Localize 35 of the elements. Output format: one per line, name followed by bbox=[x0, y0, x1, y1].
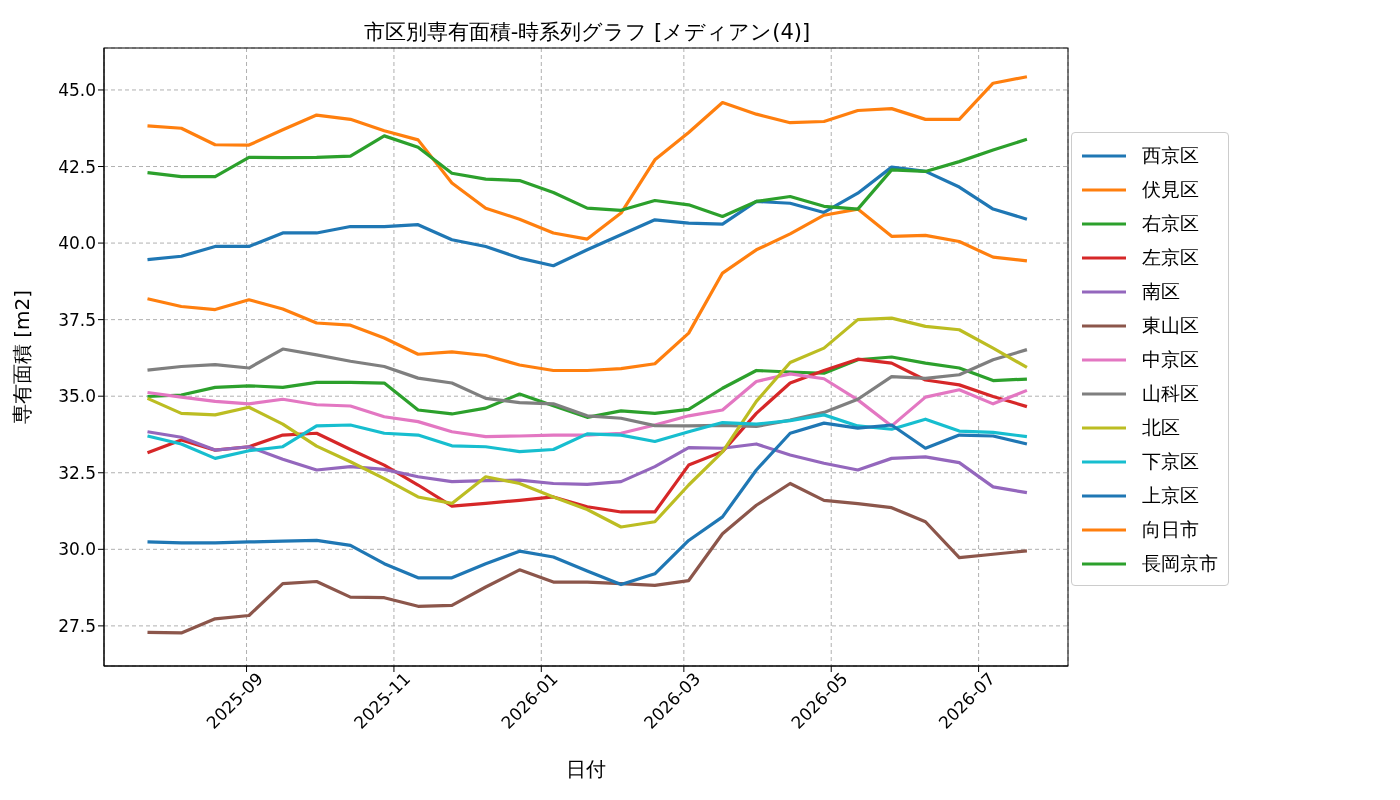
line-series bbox=[145, 413, 1029, 460]
line-series bbox=[145, 421, 1029, 587]
legend-label: 東山区 bbox=[1142, 313, 1199, 338]
legend-label: 伏見区 bbox=[1142, 177, 1199, 202]
legend-label: 中京区 bbox=[1142, 347, 1199, 372]
y-tick-label: 27.5 bbox=[58, 615, 96, 636]
y-tick-label: 32.5 bbox=[58, 462, 96, 483]
line-series bbox=[145, 207, 1029, 373]
legend-label: 向日市 bbox=[1142, 517, 1199, 542]
legend-label: 上京区 bbox=[1142, 483, 1199, 508]
y-axis-title: 専有面積 [m2] bbox=[10, 289, 35, 425]
line-series bbox=[145, 316, 1029, 529]
y-tick-label: 30.0 bbox=[58, 539, 96, 560]
x-axis-title: 日付 bbox=[566, 757, 606, 781]
legend-label: 北区 bbox=[1142, 415, 1180, 440]
chart-title: 市区別専有面積-時系列グラフ [メディアン(4)] bbox=[362, 19, 812, 46]
line-series bbox=[145, 481, 1029, 635]
line-series bbox=[145, 134, 1029, 219]
legend-label: 下京区 bbox=[1142, 449, 1199, 474]
line-series bbox=[145, 165, 1029, 268]
y-tick-label: 42.5 bbox=[58, 156, 96, 177]
line-series bbox=[145, 75, 1029, 241]
line-series bbox=[145, 347, 1029, 429]
legend-label: 山科区 bbox=[1142, 381, 1199, 406]
legend-label: 西京区 bbox=[1142, 143, 1199, 168]
y-tick-label: 40.0 bbox=[58, 233, 96, 254]
y-tick-label: 35.0 bbox=[58, 386, 96, 407]
line-series bbox=[145, 430, 1029, 495]
y-tick-label: 37.5 bbox=[58, 309, 96, 330]
y-tick-label: 45.0 bbox=[58, 79, 96, 100]
line-series bbox=[145, 372, 1029, 439]
legend-label: 南区 bbox=[1142, 279, 1180, 304]
legend-label: 右京区 bbox=[1142, 211, 1199, 236]
legend-label: 長岡京市 bbox=[1142, 551, 1218, 576]
legend-label: 左京区 bbox=[1142, 245, 1199, 270]
